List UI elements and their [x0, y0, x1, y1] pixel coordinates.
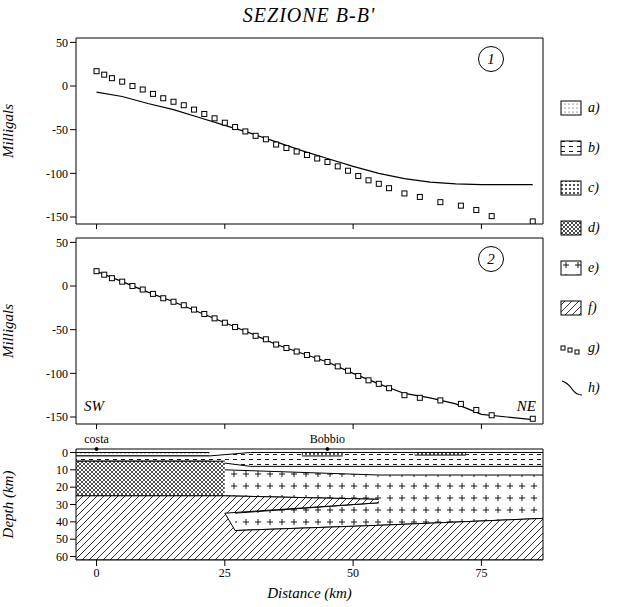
- html-text:SEZIONE B-B': SEZIONE B-B': [242, 4, 376, 26]
- svg-text:25: 25: [219, 566, 231, 580]
- html-text:NE: NE: [516, 398, 536, 414]
- html-text:f): f): [588, 300, 597, 315]
- svg-text:0: 0: [94, 566, 100, 580]
- svg-text:30: 30: [56, 498, 68, 512]
- svg-text:-150: -150: [46, 410, 68, 424]
- svg-text:Distance (km): Distance (km): [266, 585, 352, 602]
- svg-text:costa: costa: [84, 432, 109, 446]
- html-text:h): h): [588, 380, 600, 395]
- svg-text:0: 0: [62, 446, 68, 460]
- html-text:2: 2: [487, 250, 495, 267]
- svg-text:50: 50: [347, 566, 359, 580]
- svg-text:Bobbio: Bobbio: [310, 432, 345, 446]
- svg-text:Milligals: Milligals: [0, 104, 16, 159]
- svg-text:-150: -150: [46, 210, 68, 224]
- svg-text:50: 50: [56, 236, 68, 250]
- svg-text:50: 50: [56, 532, 68, 546]
- svg-text:Milligals: Milligals: [0, 304, 16, 359]
- html-text:d): d): [588, 220, 600, 235]
- svg-text:0: 0: [62, 79, 68, 93]
- svg-text:40: 40: [56, 515, 68, 529]
- svg-text:Depth (km): Depth (km): [0, 471, 17, 540]
- svg-text:60: 60: [56, 550, 68, 564]
- svg-text:75: 75: [475, 566, 487, 580]
- html-text:a): a): [588, 100, 600, 115]
- svg-text:50: 50: [56, 36, 68, 50]
- svg-text:-50: -50: [52, 323, 68, 337]
- html-text:b): b): [588, 140, 600, 155]
- svg-text:10: 10: [56, 463, 68, 477]
- html-text:g): g): [588, 340, 600, 355]
- html-text:e): e): [588, 260, 599, 275]
- html-text:1: 1: [487, 50, 495, 67]
- html-text:SW: SW: [84, 398, 104, 414]
- svg-text:20: 20: [56, 480, 68, 494]
- svg-text:0: 0: [62, 279, 68, 293]
- html-text:c): c): [588, 180, 599, 195]
- svg-text:-100: -100: [46, 367, 68, 381]
- svg-text:-100: -100: [46, 167, 68, 181]
- svg-text:-50: -50: [52, 123, 68, 137]
